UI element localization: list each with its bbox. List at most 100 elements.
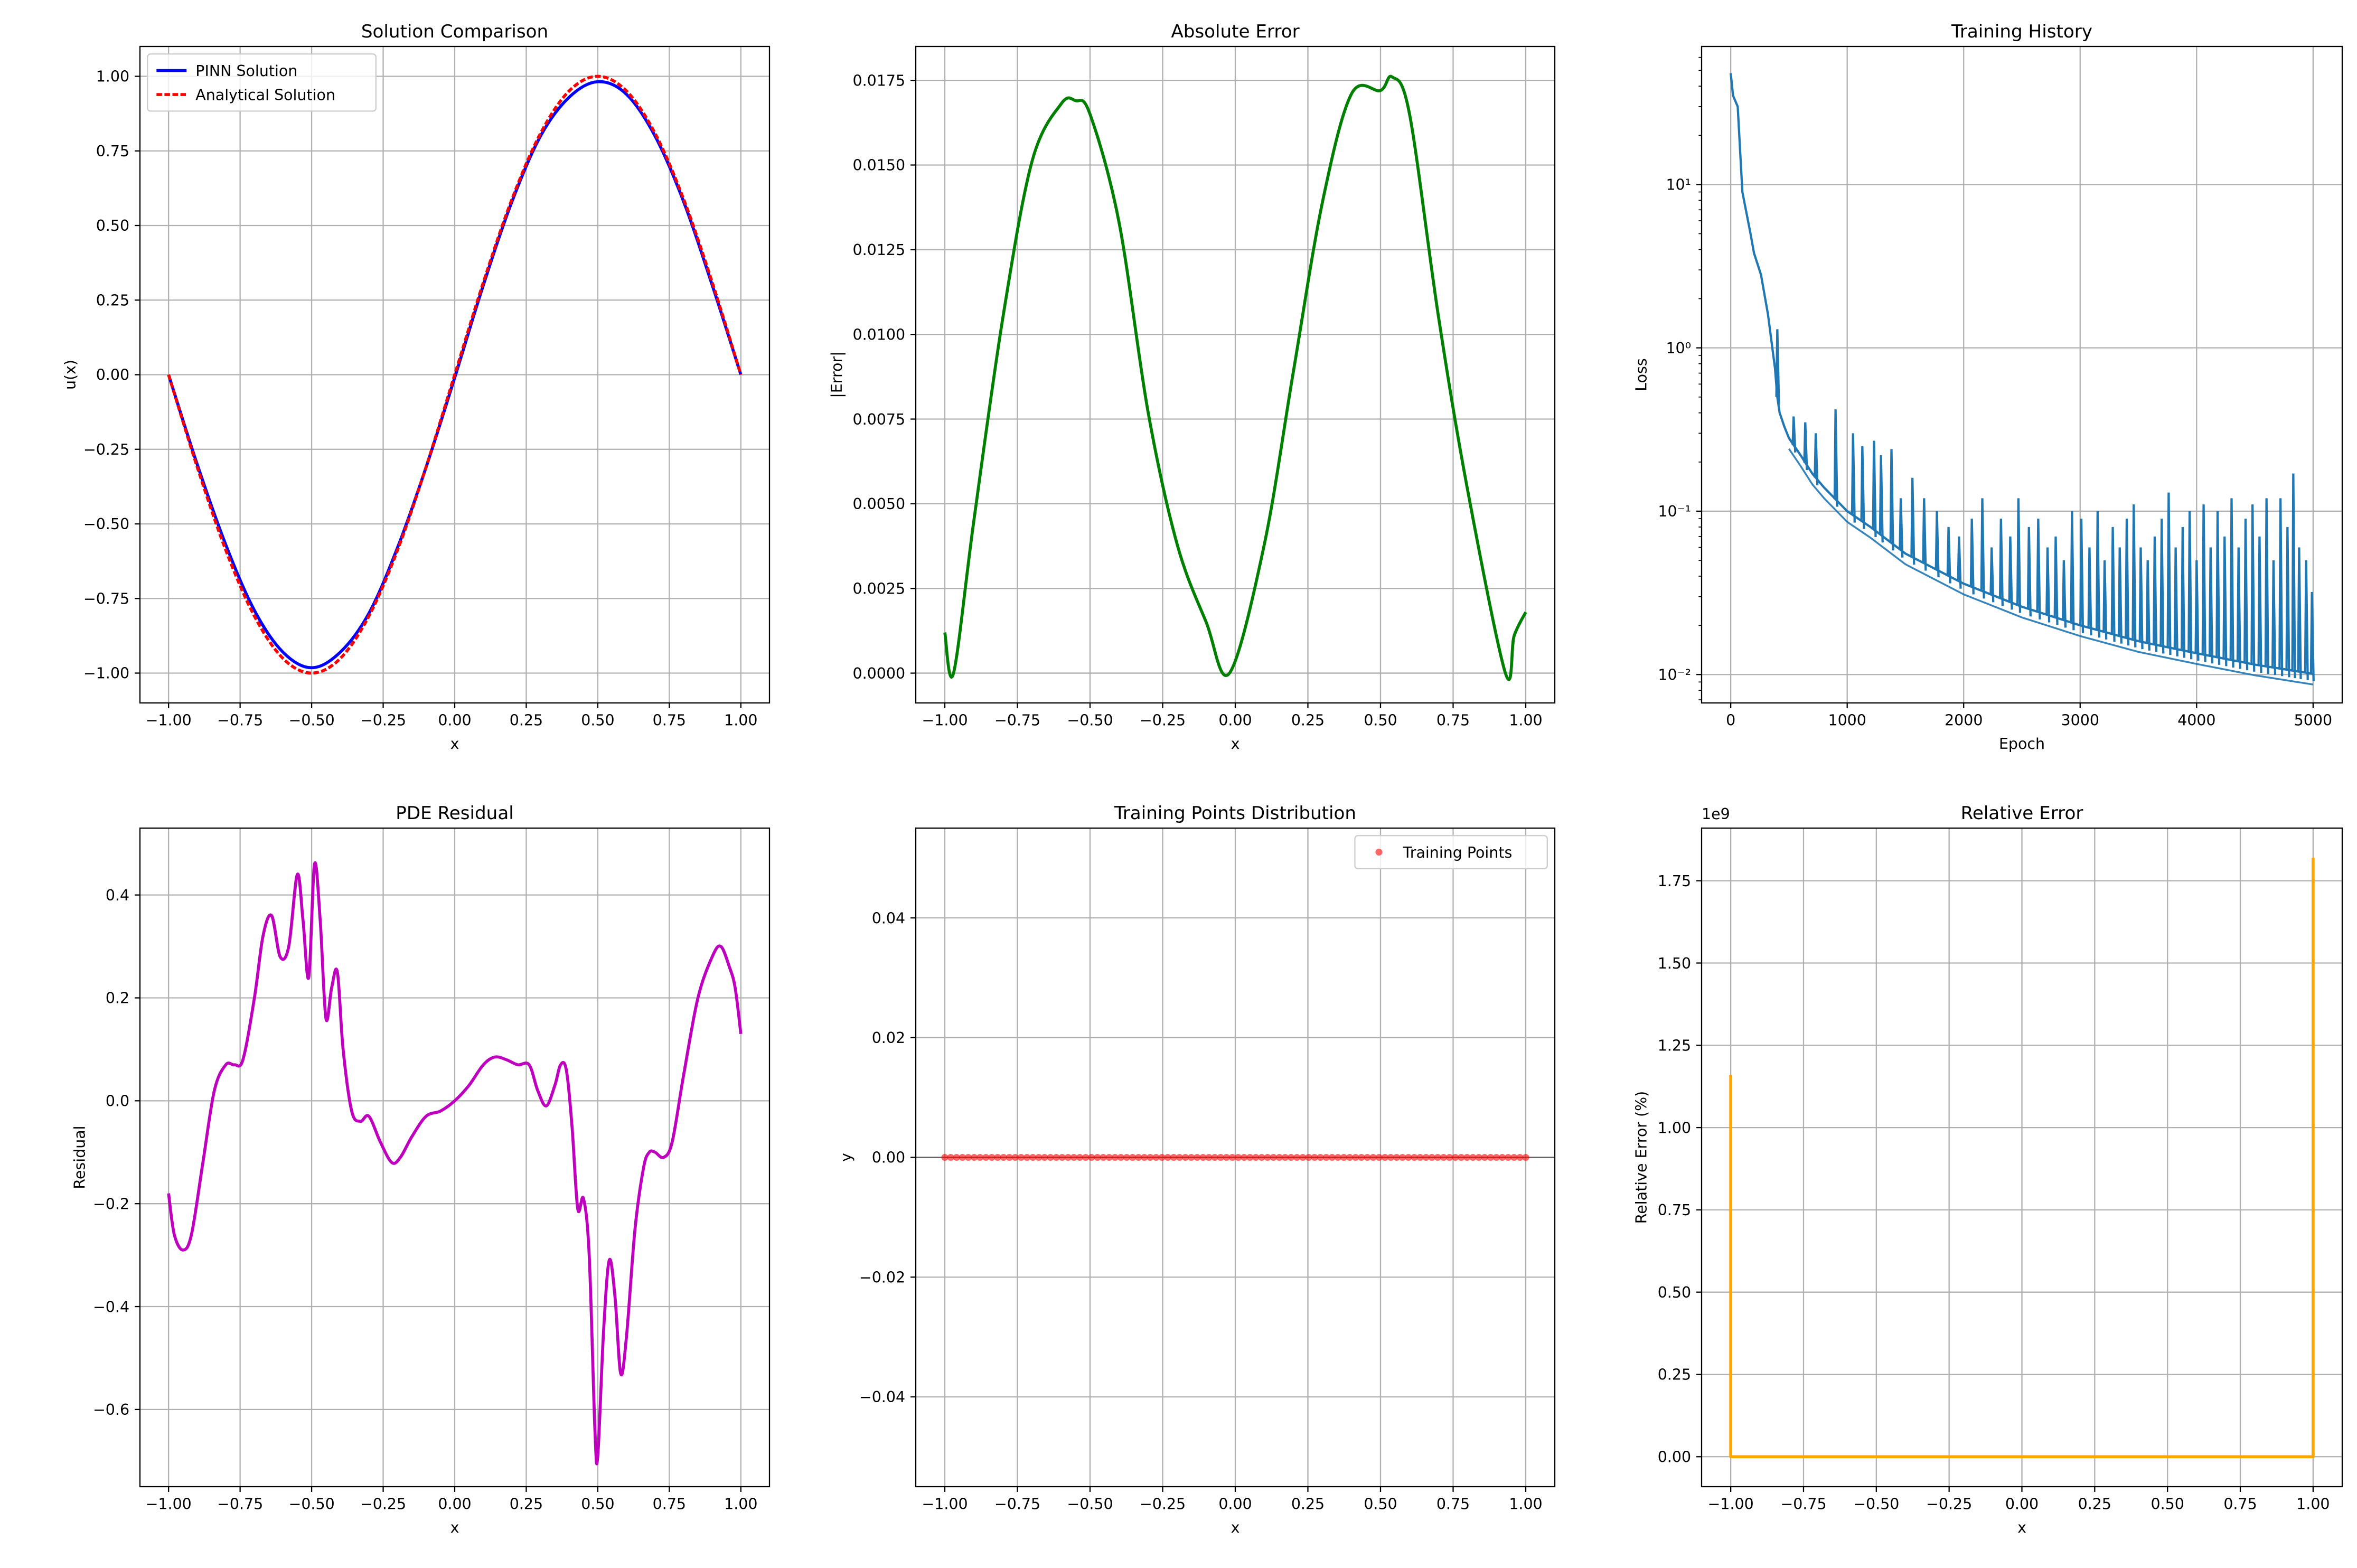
- training-point: [1422, 1153, 1430, 1161]
- loss-spike: [1910, 477, 1915, 565]
- training-point: [1469, 1153, 1477, 1161]
- loss-spike: [2243, 519, 2249, 671]
- loss-spike: [1957, 536, 1962, 589]
- training-point: [1516, 1153, 1524, 1161]
- x-tick-label: 0.75: [1436, 712, 1470, 729]
- legend-label: Training Points: [1403, 844, 1513, 861]
- y-tick-label: 0.0075: [853, 411, 906, 428]
- training-point: [1053, 1153, 1060, 1161]
- y-tick-label: −0.2: [93, 1195, 129, 1213]
- training-point: [1311, 1153, 1318, 1161]
- training-point: [1299, 1153, 1307, 1161]
- y-tick-label: −0.6: [93, 1401, 129, 1419]
- loss-spike: [1775, 329, 1780, 405]
- training-point: [1334, 1153, 1341, 1161]
- training-point: [1011, 1153, 1019, 1161]
- x-axis-label: x: [1231, 1519, 1240, 1536]
- training-point: [1405, 1153, 1412, 1161]
- x-tick-label: −0.75: [217, 712, 263, 729]
- training-point: [1241, 1153, 1248, 1161]
- x-tick-label: 1.00: [724, 1496, 757, 1513]
- training-point: [1452, 1153, 1459, 1161]
- training-point: [1252, 1153, 1260, 1161]
- loss-spike: [2309, 591, 2315, 681]
- loss-spike: [2153, 536, 2158, 652]
- training-point: [1100, 1153, 1107, 1161]
- training-point: [1416, 1153, 1424, 1161]
- training-point: [1246, 1153, 1254, 1161]
- loss-spike: [1860, 446, 1865, 529]
- y-tick-label: −0.4: [93, 1298, 129, 1316]
- y-tick-label: 0.00: [1658, 1449, 1691, 1466]
- legend-marker: [1375, 848, 1383, 856]
- loss-lower-band: [1788, 448, 2314, 686]
- training-point: [1217, 1153, 1224, 1161]
- loss-spike: [2131, 504, 2137, 647]
- training-point: [1381, 1153, 1388, 1161]
- y-axis-label: Loss: [1632, 358, 1650, 391]
- x-tick-label: 5000: [2294, 712, 2332, 729]
- loss-spike: [1969, 519, 1975, 595]
- legend-box: [1354, 835, 1548, 869]
- x-tick-label: −0.25: [1926, 1496, 1972, 1513]
- training-point: [1463, 1153, 1471, 1161]
- training-point: [1387, 1153, 1394, 1161]
- training-point: [1440, 1153, 1447, 1161]
- x-tick-label: 1.00: [1509, 712, 1542, 729]
- training-point: [1082, 1153, 1090, 1161]
- training-point: [1428, 1153, 1435, 1161]
- x-tick-label: −1.00: [922, 712, 968, 729]
- loss-spike: [2070, 511, 2075, 631]
- plot-area: [1729, 858, 2315, 1459]
- training-point: [1147, 1153, 1154, 1161]
- x-tick-label: 0.50: [581, 712, 614, 729]
- legend: PINN Solution Analytical Solution: [147, 53, 377, 112]
- loss-spike: [2125, 519, 2130, 646]
- training-point: [988, 1153, 996, 1161]
- training-point: [1264, 1153, 1271, 1161]
- loss-spike: [1998, 519, 2004, 606]
- x-tick-label: 0.25: [510, 712, 543, 729]
- y-tick-label: 1.50: [1658, 955, 1691, 972]
- x-tick-label: 0.00: [438, 712, 471, 729]
- training-point: [1105, 1153, 1113, 1161]
- training-point: [1170, 1153, 1177, 1161]
- training-point: [1205, 1153, 1213, 1161]
- x-tick-label: 0.25: [1291, 712, 1325, 729]
- plot-frame: [139, 827, 771, 1488]
- x-tick-label: −0.75: [994, 712, 1040, 729]
- y-tick-label: 0.0100: [853, 326, 906, 343]
- training-point: [971, 1153, 978, 1161]
- y-tick-label: −0.50: [83, 515, 129, 533]
- loss-spike: [2053, 536, 2059, 625]
- training-point: [1194, 1153, 1201, 1161]
- loss-spike: [2194, 560, 2200, 661]
- training-point: [1152, 1153, 1160, 1161]
- y-tick-label: 0.50: [96, 217, 129, 234]
- training-point: [1481, 1153, 1488, 1161]
- loss-spike: [1791, 416, 1797, 453]
- y-tick-label: 10⁻¹: [1658, 503, 1691, 520]
- y-axis-label: Relative Error (%): [1632, 1091, 1650, 1224]
- training-point: [1399, 1153, 1406, 1161]
- y-tick-label: 0.25: [96, 292, 129, 309]
- training-point: [1492, 1153, 1500, 1161]
- loss-spike: [2087, 547, 2092, 636]
- loss-spike: [2229, 498, 2234, 668]
- loss-spike: [2166, 492, 2172, 655]
- plot-frame: [1701, 827, 2343, 1488]
- loss-spike: [1833, 409, 1838, 507]
- x-tick-label: −0.50: [1067, 1496, 1113, 1513]
- x-tick-label: 0.00: [2005, 1496, 2039, 1513]
- y-tick-label: −0.02: [859, 1269, 905, 1286]
- y-tick-label: 0.25: [1658, 1366, 1691, 1384]
- y-tick-label: −1.00: [83, 665, 129, 682]
- x-axis-label: Epoch: [1999, 735, 2045, 753]
- training-point: [1358, 1153, 1365, 1161]
- loss-spike: [1946, 527, 1951, 584]
- x-tick-label: 0: [1726, 712, 1735, 729]
- x-tick-label: 0.50: [1364, 712, 1397, 729]
- y-tick-label: 0.00: [872, 1149, 905, 1167]
- y-tick-label: 0.75: [96, 143, 129, 160]
